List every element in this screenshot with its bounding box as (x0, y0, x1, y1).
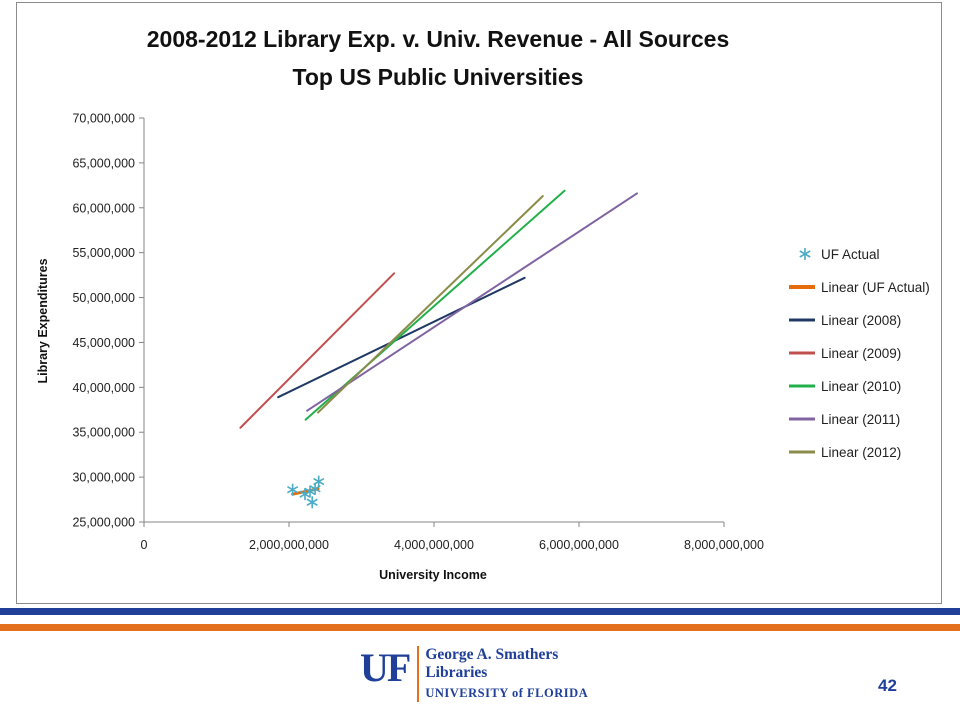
y-tick-label: 25,000,000 (72, 516, 135, 530)
x-tick-label: 8,000,000,000 (684, 538, 764, 552)
y-tick-label: 45,000,000 (72, 336, 135, 350)
y-axis-label: Library Expenditures (36, 258, 50, 383)
y-tick-label: 55,000,000 (72, 246, 135, 260)
logo-text: George A. Smathers Libraries UNIVERSITY … (425, 646, 588, 702)
legend-item: Linear (2009) (789, 346, 901, 361)
legend-item: Linear (2011) (789, 412, 900, 427)
y-tick-label: 70,000,000 (72, 112, 135, 126)
chart: 2008-2012 Library Exp. v. Univ. Revenue … (36, 26, 930, 582)
uf-logo-mark: UF (360, 645, 411, 690)
footer-orange-band (0, 624, 960, 631)
legend-item: Linear (2008) (789, 313, 901, 328)
x-axis-ticks: 0 2,000,000,000 4,000,000,000 6,000,000,000… (141, 522, 764, 552)
axes (143, 118, 724, 523)
legend-label: Linear (2009) (821, 346, 901, 361)
chart-frame: 2008-2012 Library Exp. v. Univ. Revenue … (16, 2, 942, 604)
trend-line (317, 195, 544, 414)
legend-label: Linear (UF Actual) (821, 280, 930, 295)
chart-title: 2008-2012 Library Exp. v. Univ. Revenue … (147, 26, 730, 52)
trend-lines (239, 189, 638, 496)
x-tick-label: 0 (141, 538, 148, 552)
uf-libraries-logo: UF George A. Smathers Libraries UNIVERSI… (360, 646, 588, 704)
trend-line (239, 272, 396, 429)
x-tick-label: 4,000,000,000 (394, 538, 474, 552)
footer-blue-band (0, 608, 960, 615)
logo-line-2: Libraries (425, 664, 488, 681)
scatter-points (287, 475, 325, 509)
x-axis-label: University Income (379, 568, 487, 582)
legend-item: UF Actual (799, 247, 880, 262)
legend-marker (799, 248, 811, 260)
legend-item: Linear (2010) (789, 379, 901, 394)
trend-line (306, 192, 638, 412)
scatter-point (306, 496, 318, 509)
logo-divider (417, 646, 420, 702)
chart-subtitle: Top US Public Universities (293, 64, 584, 90)
legend-label: Linear (2012) (821, 445, 901, 460)
logo-line-3: UNIVERSITY of FLORIDA (425, 686, 589, 700)
y-tick-label: 30,000,000 (72, 471, 135, 485)
y-tick-label: 65,000,000 (72, 156, 135, 170)
scatter-point (313, 475, 325, 488)
legend-item: Linear (2012) (789, 445, 901, 460)
legend-label: Linear (2010) (821, 379, 901, 394)
trend-line (277, 276, 526, 399)
legend-label: Linear (2011) (821, 412, 900, 427)
x-tick-label: 6,000,000,000 (539, 538, 619, 552)
legend: UF Actual Linear (UF Actual) Linear (2008)… (789, 247, 930, 460)
scatter-point (287, 483, 299, 496)
y-tick-label: 35,000,000 (72, 426, 135, 440)
y-tick-label: 40,000,000 (72, 381, 135, 395)
legend-label: UF Actual (821, 247, 880, 262)
x-tick-label: 2,000,000,000 (249, 538, 329, 552)
y-tick-label: 50,000,000 (72, 291, 135, 305)
logo-line-1: George A. Smathers (425, 646, 559, 663)
y-tick-label: 60,000,000 (72, 201, 135, 215)
legend-label: Linear (2008) (821, 313, 901, 328)
legend-item: Linear (UF Actual) (789, 280, 930, 295)
y-axis-ticks: 25,000,000 30,000,000 35,000,000 40,000,000… (72, 112, 144, 530)
page-number: 42 (878, 676, 897, 695)
